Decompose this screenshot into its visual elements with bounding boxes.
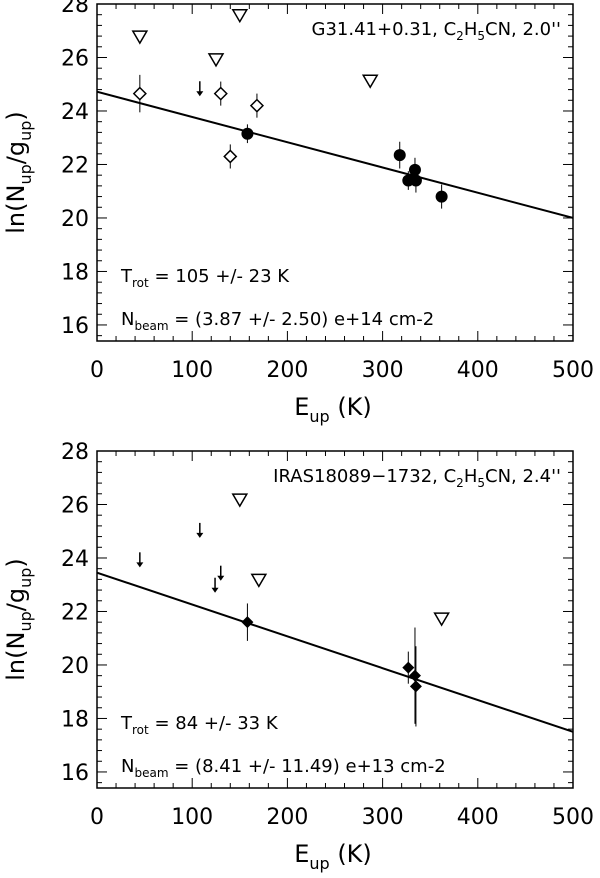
x-tick-label: 0 <box>90 805 104 830</box>
y-axis-label: ln(Nup/gup) <box>2 111 35 234</box>
plot-frame <box>96 450 574 789</box>
x-tick-label: 200 <box>266 358 308 383</box>
bottom-panel: 0 100 200 300 400 500 16 18 20 22 24 26 28 Eup (K) ln(… <box>2 440 594 873</box>
nbeam-text: Nbeam = (3.87 +/- 2.50) e+14 cm-2 <box>121 309 434 333</box>
y-tick-label: 26 <box>61 46 89 71</box>
y-tick-label: 28 <box>61 0 89 18</box>
open-diamond-point <box>132 86 147 101</box>
open-triangle-point <box>433 612 450 627</box>
x-tick-label: 500 <box>552 358 594 383</box>
x-tick-label: 400 <box>457 805 499 830</box>
y-tick-label: 24 <box>61 100 89 125</box>
open-triangle-point <box>231 493 249 508</box>
y-tick-label: 16 <box>61 314 89 339</box>
nbeam-text: Nbeam = (8.41 +/- 11.49) e+13 cm-2 <box>121 756 446 780</box>
upper-limit-arrowhead <box>211 587 219 593</box>
x-tick-label: 300 <box>362 358 404 383</box>
y-tick-label: 22 <box>61 153 89 178</box>
open-triangle-point <box>250 573 268 588</box>
upper-limit-arrowhead <box>217 575 225 581</box>
plot-frame <box>96 3 574 342</box>
x-tick-label: 400 <box>457 358 499 383</box>
y-tick-label: 28 <box>61 440 89 465</box>
trot-text: Trot = 84 +/- 33 K <box>120 713 279 737</box>
upper-limit-arrowhead <box>196 91 204 97</box>
chart-annotation: IRAS18089−1732, C2H5CN, 2.4'' <box>273 466 561 490</box>
upper-limit-arrowhead <box>196 532 204 538</box>
open-diamond-point <box>213 86 228 101</box>
filled-circle-point <box>393 149 406 162</box>
open-diamond-point <box>223 149 238 164</box>
open-triangle-point <box>361 74 379 89</box>
x-tick-label: 200 <box>266 805 308 830</box>
x-axis-label: Eup (K) <box>294 393 372 426</box>
fit-line <box>97 571 573 733</box>
y-axis-label: ln(Nup/gup) <box>2 558 35 681</box>
y-tick-label: 20 <box>61 654 89 679</box>
y-tick-label: 16 <box>61 761 89 786</box>
x-tick-label: 500 <box>552 805 594 830</box>
y-tick-label: 24 <box>61 547 89 572</box>
x-tick-label: 0 <box>90 358 104 383</box>
filled-diamond-point <box>409 680 422 693</box>
y-tick-label: 18 <box>61 707 89 732</box>
x-tick-label: 300 <box>362 805 404 830</box>
y-tick-label: 22 <box>61 600 89 625</box>
y-tick-label: 26 <box>61 493 89 518</box>
open-triangle-point <box>131 30 149 45</box>
top-panel: 0 100 200 300 400 500 16 18 20 22 24 26 28 Eup (K) ln(… <box>2 0 594 426</box>
filled-diamond-point <box>241 616 254 629</box>
filled-diamond-point <box>402 661 415 674</box>
filled-circle-point <box>435 190 448 203</box>
plot-contents <box>97 8 573 219</box>
y-tick-label: 20 <box>61 207 89 232</box>
x-tick-label: 100 <box>171 805 213 830</box>
filled-circle-point <box>409 174 422 187</box>
plot-contents <box>97 493 573 733</box>
fit-line <box>97 90 573 219</box>
x-axis-label: Eup (K) <box>294 840 372 873</box>
upper-limit-arrowhead <box>136 562 144 568</box>
chart-annotation: G31.41+0.31, C2H5CN, 2.0'' <box>312 19 561 43</box>
y-tick-label: 18 <box>61 260 89 285</box>
x-tick-label: 100 <box>171 358 213 383</box>
open-triangle-point <box>207 53 225 68</box>
filled-circle-point <box>241 127 254 140</box>
open-triangle-point <box>231 8 249 24</box>
trot-text: Trot = 105 +/- 23 K <box>120 266 290 290</box>
filled-circle-point <box>408 163 421 176</box>
filled-diamond-point <box>408 669 421 682</box>
open-diamond-point <box>249 98 264 113</box>
